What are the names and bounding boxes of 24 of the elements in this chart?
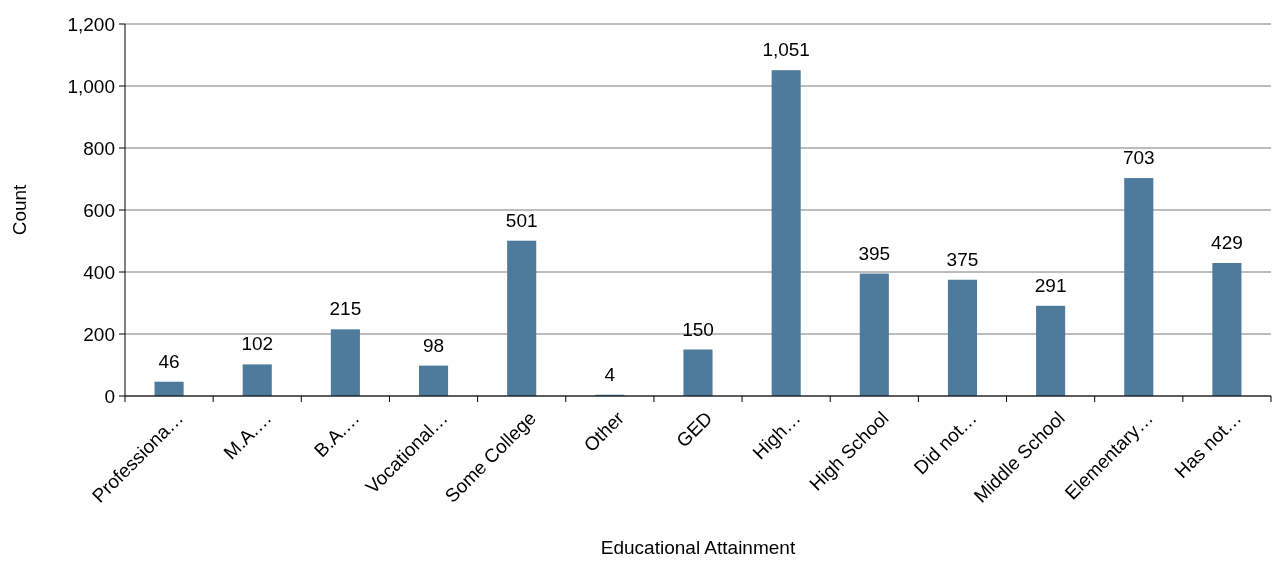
data-label: 395: [858, 242, 891, 264]
data-label: 429: [1211, 232, 1243, 254]
x-tick-label: Has not…: [1170, 407, 1246, 482]
y-axis-title: Count: [9, 183, 30, 236]
y-tick-label: 400: [83, 261, 115, 283]
x-axis-title: Educational Attainment: [600, 537, 796, 558]
x-tick-label: Did not…: [909, 407, 981, 479]
y-tick-label: 200: [83, 323, 115, 345]
data-label: 4: [604, 363, 616, 385]
data-label: 46: [158, 350, 180, 372]
data-label: 1,051: [762, 39, 810, 61]
y-tick-label: 1,200: [67, 13, 115, 35]
data-label: 375: [946, 248, 979, 270]
data-label: 102: [241, 333, 274, 355]
y-tick-label: 1,000: [67, 75, 115, 97]
data-label: 215: [329, 298, 362, 320]
y-tick-label: 600: [83, 199, 115, 221]
data-label: 291: [1034, 274, 1067, 296]
data-label: 501: [505, 209, 538, 231]
y-tick-label: 800: [83, 137, 115, 159]
y-tick-label: 0: [104, 385, 115, 407]
data-label: 98: [422, 334, 445, 356]
data-label: 150: [682, 318, 714, 340]
data-label: 703: [1122, 147, 1155, 169]
